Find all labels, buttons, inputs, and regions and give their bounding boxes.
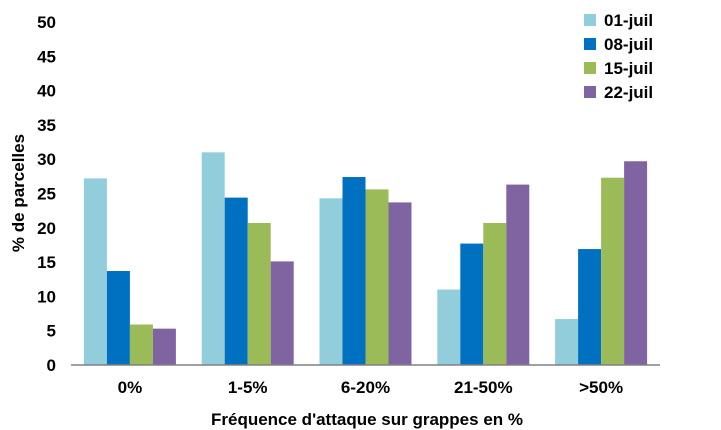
y-tick-label: 45	[37, 47, 56, 66]
bar-08-juil->50%	[578, 249, 602, 365]
x-tick-label: 0%	[118, 378, 143, 397]
y-tick-label: 30	[37, 150, 56, 169]
legend-label: 22-juil	[604, 83, 653, 102]
bar-22-juil->50%	[624, 161, 648, 365]
bar-22-juil-1-5%	[270, 261, 294, 365]
x-tick-label: 6-20%	[341, 378, 390, 397]
bar-01-juil-1-5%	[201, 152, 225, 365]
bar-15-juil-6-20%	[365, 189, 389, 365]
bar-08-juil-0%	[106, 271, 130, 365]
bar-22-juil-6-20%	[388, 202, 412, 365]
bar-08-juil-6-20%	[342, 177, 366, 365]
x-tick-label: 21-50%	[454, 378, 513, 397]
y-axis-ticks: 0 5 10 15 20 25 30 35 40 45 50	[37, 13, 56, 375]
bar-01-juil-21-50%	[437, 289, 461, 365]
bar-15-juil-1-5%	[247, 222, 271, 365]
legend: 01-juil 08-juil 15-juil 22-juil	[584, 11, 653, 102]
legend-swatch-08-juil	[584, 38, 596, 50]
legend-label: 01-juil	[604, 11, 653, 30]
x-tick-label: >50%	[579, 378, 623, 397]
x-tick-label: 1-5%	[228, 378, 268, 397]
legend-label: 08-juil	[604, 35, 653, 54]
bar-01-juil->50%	[555, 319, 579, 365]
y-axis-label: % de parcelles	[9, 134, 28, 252]
y-tick-label: 40	[37, 82, 56, 101]
x-axis-label: Fréquence d'attaque sur grappes en %	[211, 410, 523, 429]
bar-15-juil->50%	[601, 177, 625, 365]
bar-15-juil-0%	[129, 324, 153, 365]
bar-01-juil-6-20%	[319, 198, 343, 365]
y-tick-label: 15	[37, 253, 56, 272]
y-tick-label: 10	[37, 287, 56, 306]
x-axis-ticks: 0% 1-5% 6-20% 21-50% >50%	[118, 378, 623, 397]
legend-swatch-15-juil	[584, 62, 596, 74]
legend-swatch-01-juil	[584, 14, 596, 26]
bars	[83, 152, 648, 365]
bar-22-juil-0%	[152, 328, 176, 365]
bar-08-juil-1-5%	[224, 197, 248, 365]
y-tick-label: 20	[37, 219, 56, 238]
legend-label: 15-juil	[604, 59, 653, 78]
y-tick-label: 0	[47, 356, 56, 375]
y-tick-label: 25	[37, 185, 56, 204]
y-tick-label: 50	[37, 13, 56, 32]
bar-22-juil-21-50%	[506, 184, 530, 365]
bar-01-juil-0%	[83, 178, 107, 365]
y-tick-label: 5	[47, 322, 56, 341]
bar-15-juil-21-50%	[483, 222, 507, 365]
bar-08-juil-21-50%	[460, 243, 484, 365]
legend-swatch-22-juil	[584, 86, 596, 98]
y-tick-label: 35	[37, 116, 56, 135]
